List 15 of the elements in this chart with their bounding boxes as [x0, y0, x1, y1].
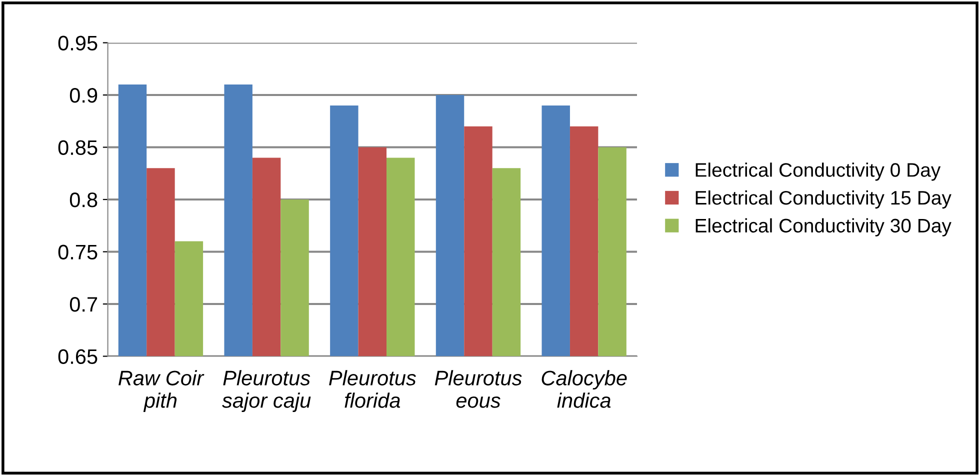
legend-label: Electrical Conductivity 0 Day: [696, 162, 941, 181]
legend-label: Electrical Conductivity 15 Day: [696, 190, 952, 209]
y-tick-label: 0.7: [70, 297, 98, 312]
x-tick-label: Pleurotus sajor caju: [222, 370, 311, 412]
y-tick-label: 0.85: [58, 140, 98, 156]
legend-label: Electrical Conductivity 30 Day: [696, 218, 952, 236]
x-tick-label: Raw Coir pith: [118, 370, 204, 412]
x-tick-label: Pleurotus eous: [434, 370, 522, 408]
x-tick-label: Calocybe indica: [542, 370, 627, 408]
y-tick-label: 0.65: [58, 349, 98, 364]
y-tick-label: 0.9: [70, 88, 98, 103]
y-tick-label: 0.8: [70, 192, 98, 208]
y-tick-label: 0.95: [58, 36, 98, 51]
x-tick-label: Pleurotus florida: [329, 370, 416, 408]
y-tick-label: 0.75: [58, 244, 98, 260]
